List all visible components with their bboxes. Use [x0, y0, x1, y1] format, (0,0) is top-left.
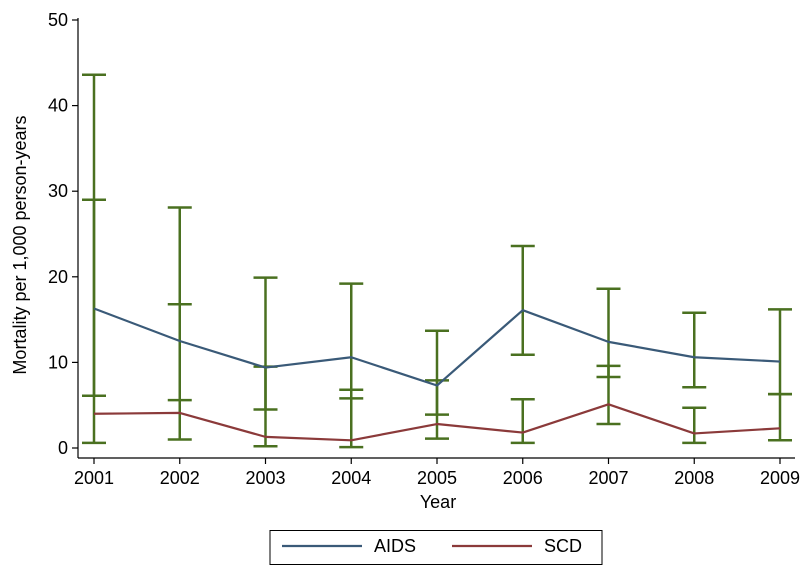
- y-tick-label: 0: [58, 438, 68, 458]
- y-tick-label: 30: [48, 181, 68, 201]
- series-line-scd: [93, 403, 781, 442]
- error-bar-scd: [167, 302, 192, 441]
- x-tick-label: 2008: [674, 468, 714, 488]
- series-line-aids: [93, 307, 781, 387]
- x-tick-label: 2007: [588, 468, 628, 488]
- error-bar-scd: [682, 406, 707, 445]
- error-bar-scd: [768, 392, 792, 442]
- x-axis-title: Year: [420, 492, 456, 512]
- y-tick-label: 40: [48, 96, 68, 116]
- error-bar-scd: [510, 397, 535, 445]
- y-axis-title: Mortality per 1,000 person-years: [10, 115, 30, 374]
- x-tick-label: 2005: [417, 468, 457, 488]
- y-tick-label: 10: [48, 352, 68, 372]
- error-bar-aids: [768, 308, 792, 396]
- x-tick-label: 2006: [503, 468, 543, 488]
- legend-label-aids: AIDS: [374, 536, 416, 556]
- error-bar-scd: [425, 379, 449, 440]
- legend: AIDS SCD: [269, 530, 603, 565]
- y-tick-label: 50: [48, 10, 68, 30]
- error-bar-scd: [596, 364, 621, 426]
- axes: 0 10 20 30 40 50 2001 2002 2003 2004 2005 2006 2007 2…: [48, 10, 800, 488]
- legend-label-scd: SCD: [544, 536, 582, 556]
- y-tick-label: 20: [48, 267, 68, 287]
- legend-box: [269, 530, 603, 565]
- series-lines: [93, 307, 781, 442]
- error-bars: [82, 73, 792, 449]
- x-tick-label: 2002: [160, 468, 200, 488]
- error-bar-aids: [682, 311, 707, 389]
- error-bar-scd: [82, 198, 106, 445]
- x-tick-label: 2004: [331, 468, 371, 488]
- error-bar-aids: [510, 244, 535, 356]
- x-tick-label: 2003: [245, 468, 285, 488]
- x-tick-label: 2001: [74, 468, 114, 488]
- error-bar-aids: [596, 287, 621, 379]
- error-bar-aids: [339, 282, 364, 400]
- error-bar-scd: [339, 388, 364, 449]
- x-tick-label: 2009: [760, 468, 800, 488]
